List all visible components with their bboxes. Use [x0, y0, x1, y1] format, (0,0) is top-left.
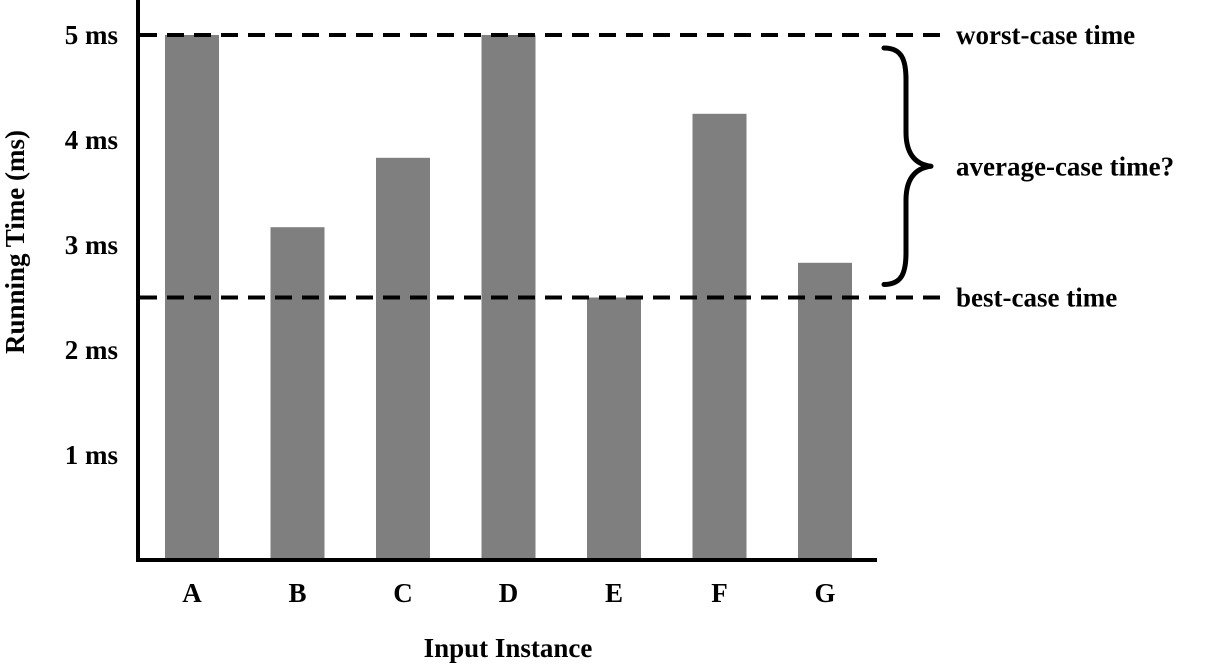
y-axis-title: Running Time (ms) — [0, 130, 30, 354]
y-tick-label-1: 1 ms — [65, 440, 118, 470]
y-tick-label-4: 4 ms — [65, 125, 118, 155]
bar-G — [798, 262, 852, 560]
bar-B — [270, 227, 325, 560]
x-tick-label-E: E — [605, 578, 623, 608]
best-case-label: best-case time — [956, 283, 1117, 313]
x-tick-label-G: G — [814, 578, 835, 608]
x-tick-label-F: F — [711, 578, 728, 608]
x-tick-label-A: A — [182, 578, 202, 608]
reference-labels: worst-case time best-case time — [956, 20, 1135, 313]
y-tick-label-3: 3 ms — [65, 230, 118, 260]
y-tick-labels: 1 ms 2 ms 3 ms 4 ms 5 ms — [65, 20, 118, 470]
y-tick-label-2: 2 ms — [65, 335, 118, 365]
x-axis-title: Input Instance — [424, 633, 593, 663]
x-tick-labels: A B C D E F G — [182, 578, 835, 608]
reference-lines — [140, 33, 944, 300]
x-tick-label-D: D — [499, 578, 519, 608]
worst-case-label: worst-case time — [956, 20, 1135, 50]
bar-E — [587, 297, 641, 560]
x-tick-label-B: B — [288, 578, 306, 608]
x-tick-label-C: C — [393, 578, 413, 608]
y-tick-label-5: 5 ms — [65, 20, 118, 50]
average-case-label: average-case time? — [956, 151, 1174, 181]
bars — [165, 35, 852, 561]
curly-brace — [881, 45, 934, 287]
bar-C — [376, 157, 430, 561]
bar-F — [692, 113, 747, 561]
